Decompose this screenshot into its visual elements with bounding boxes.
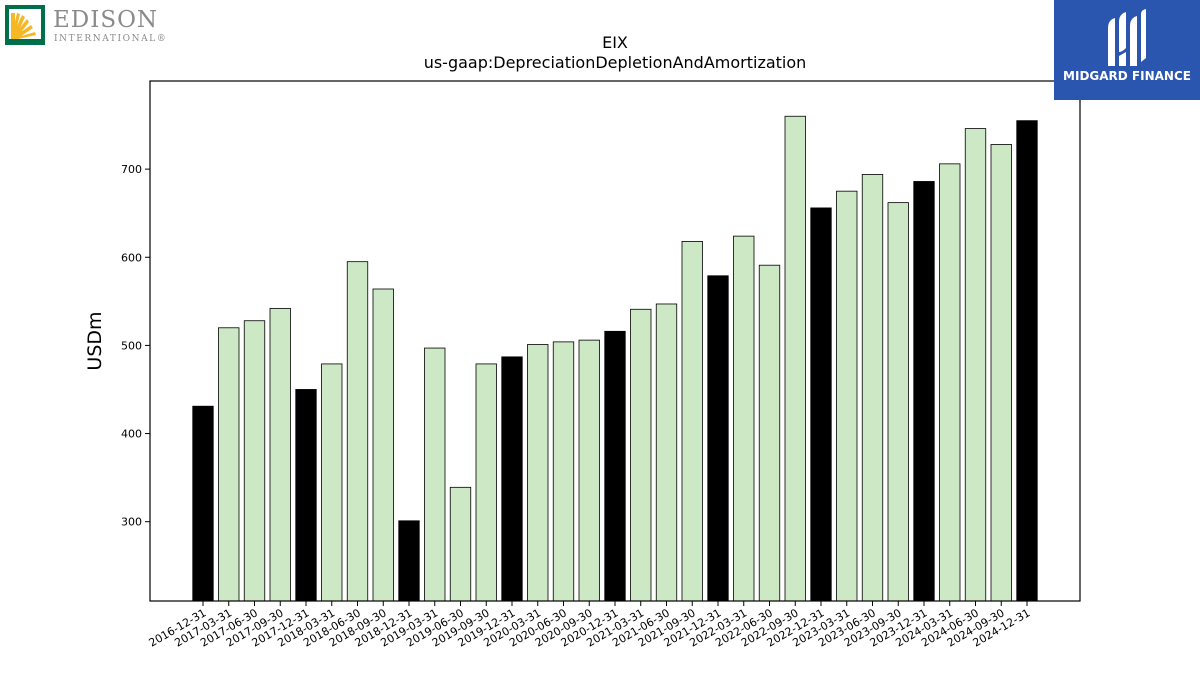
plot-frame [149, 80, 1081, 602]
bar-2018-09-30 [372, 288, 394, 602]
bar-2023-12-31 [913, 181, 935, 602]
chart-subtitle: us-gaap:DepreciationDepletionAndAmortiza… [424, 53, 807, 72]
bar-2023-06-30 [861, 174, 884, 602]
midgard-name: MIDGARD FINANCE [1063, 69, 1191, 83]
bar-group [192, 115, 1038, 602]
bar-2020-12-31 [604, 330, 626, 602]
bar-2023-09-30 [887, 202, 909, 602]
bar-2020-03-31 [527, 344, 549, 602]
chart-title: EIX [602, 33, 628, 52]
edison-logo: EDISON INTERNATIONAL® [5, 5, 168, 47]
bar-2017-09-30 [269, 307, 291, 602]
bar-2019-06-30 [449, 486, 472, 602]
bar-2023-03-31 [836, 190, 858, 602]
bar-2016-12-31 [192, 405, 214, 602]
bar-2024-09-30 [990, 144, 1012, 602]
bar-2020-09-30 [578, 339, 600, 602]
bar-2024-12-31 [1016, 120, 1038, 602]
edison-subtitle: INTERNATIONAL® [54, 34, 168, 44]
bar-2022-03-31 [733, 235, 755, 602]
bar-2017-03-31 [218, 327, 240, 602]
edison-sun-icon [5, 5, 45, 45]
x-axis: 2016-12-312017-03-312017-06-302017-09-30… [147, 601, 1033, 650]
y-tick-label: 300 [121, 516, 142, 529]
bar-2021-03-31 [630, 308, 652, 602]
bar-2024-03-31 [939, 163, 961, 602]
bar-2019-09-30 [475, 363, 497, 602]
bar-2019-12-31 [501, 356, 523, 602]
bar-2020-06-30 [552, 341, 575, 602]
bar-2022-12-31 [810, 207, 832, 602]
bar-2021-06-30 [655, 303, 678, 602]
bar-2021-12-31 [707, 275, 729, 602]
y-tick-label: 700 [121, 163, 142, 176]
edison-name: EDISON [53, 7, 159, 33]
y-tick-label: 600 [121, 251, 142, 264]
midgard-emblem-icon [1108, 9, 1146, 66]
midgard-logo: MIDGARD FINANCE [1054, 0, 1200, 100]
y-axis: 300 400 500 600 700 [121, 163, 150, 529]
bar-2022-09-30 [784, 115, 806, 602]
bar-2017-06-30 [243, 320, 266, 602]
bar-2018-12-31 [398, 520, 420, 602]
bar-2024-06-30 [964, 128, 987, 602]
bar-2021-09-30 [681, 241, 703, 602]
bar-2022-06-30 [758, 264, 781, 602]
bar-2018-06-30 [346, 261, 369, 602]
y-tick-label: 500 [121, 339, 142, 352]
bar-2018-03-31 [321, 363, 343, 602]
y-axis-label: USDm [84, 311, 106, 370]
y-tick-label: 400 [121, 428, 142, 441]
bar-2017-12-31 [295, 389, 317, 602]
bar-2019-03-31 [424, 347, 446, 602]
